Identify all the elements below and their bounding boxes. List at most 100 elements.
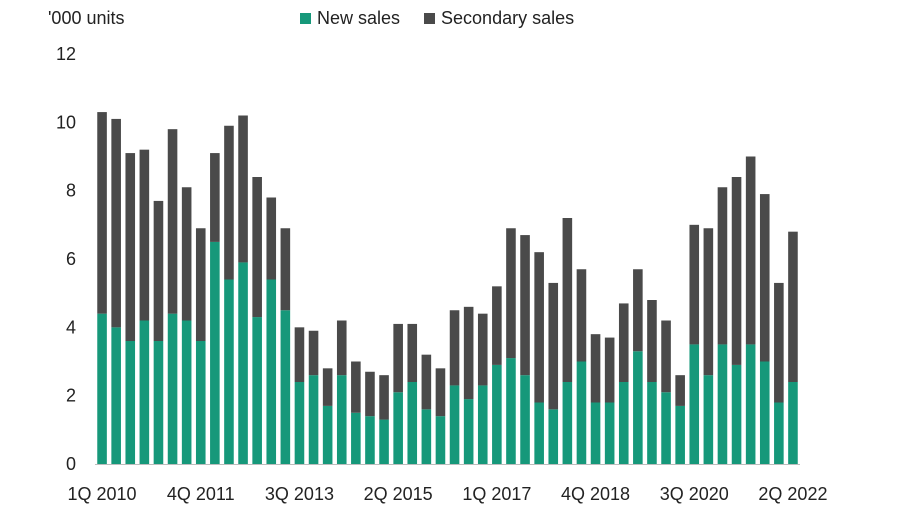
bar-new-sales <box>125 341 136 464</box>
bar-secondary-sales <box>759 194 770 362</box>
bar-new-sales <box>407 382 418 464</box>
bar-new-sales <box>477 385 488 464</box>
y-unit-label: '000 units <box>48 8 125 28</box>
bar-secondary-sales <box>604 337 615 403</box>
bar-secondary-sales <box>111 118 121 328</box>
legend-swatch-secondary-sales <box>424 13 436 24</box>
bar-new-sales <box>562 382 573 464</box>
bar-new-sales <box>153 341 164 464</box>
bar-secondary-sales <box>477 313 488 386</box>
bar-new-sales <box>195 341 206 464</box>
x-tick-label: 2Q 2022 <box>758 484 827 504</box>
y-tick-label: 8 <box>66 181 76 201</box>
bar-new-sales <box>745 344 756 464</box>
y-tick-label: 0 <box>66 454 76 474</box>
bar-new-sales <box>365 416 375 464</box>
bar-secondary-sales <box>280 228 291 311</box>
bar-new-sales <box>294 382 305 464</box>
bar-secondary-sales <box>421 354 432 410</box>
bar-secondary-sales <box>562 218 573 382</box>
bar-new-sales <box>238 262 248 464</box>
bar-new-sales <box>731 364 742 464</box>
bar-new-sales <box>675 405 685 464</box>
bar-new-sales <box>633 351 643 464</box>
bar-secondary-sales <box>548 282 559 410</box>
bar-secondary-sales <box>322 368 333 406</box>
bar-new-sales <box>252 317 262 464</box>
bar-secondary-sales <box>590 334 601 403</box>
bar-new-sales <box>576 361 587 464</box>
bar-new-sales <box>210 241 220 464</box>
bar-secondary-sales <box>224 125 234 280</box>
bar-new-sales <box>689 344 700 464</box>
legend: New sales Secondary sales <box>300 8 574 29</box>
bar-secondary-sales <box>633 269 643 352</box>
bar-new-sales <box>534 402 544 464</box>
bar-new-sales <box>111 327 121 464</box>
bar-secondary-sales <box>745 156 756 345</box>
bar-new-sales <box>506 358 516 464</box>
bar-new-sales <box>351 412 361 464</box>
bar-new-sales <box>492 364 502 464</box>
bar-new-sales <box>322 405 333 464</box>
bar-secondary-sales <box>210 153 220 242</box>
bar-secondary-sales <box>139 149 150 321</box>
bar-secondary-sales <box>435 368 446 417</box>
y-tick-label: 2 <box>66 386 76 406</box>
bar-secondary-sales <box>195 228 206 341</box>
y-tick-label: 6 <box>66 249 76 269</box>
bar-secondary-sales <box>238 115 248 263</box>
bar-secondary-sales <box>661 320 671 393</box>
x-tick-label: 3Q 2013 <box>265 484 334 504</box>
bar-secondary-sales <box>407 323 418 382</box>
bar-secondary-sales <box>294 327 305 382</box>
bar-new-sales <box>618 382 629 464</box>
bar-secondary-sales <box>520 235 530 376</box>
bar-new-sales <box>435 416 446 464</box>
bar-new-sales <box>266 279 277 464</box>
bar-secondary-sales <box>97 112 107 314</box>
bar-new-sales <box>167 313 178 464</box>
bar-new-sales <box>661 392 671 464</box>
bar-secondary-sales <box>689 224 700 345</box>
bar-secondary-sales <box>647 300 657 382</box>
bar-new-sales <box>393 392 403 464</box>
bar-new-sales <box>181 320 192 464</box>
bar-secondary-sales <box>506 228 516 359</box>
bar-new-sales <box>421 409 432 464</box>
bar-secondary-sales <box>534 252 544 403</box>
bar-secondary-sales <box>675 375 685 406</box>
bar-secondary-sales <box>125 153 136 341</box>
bar-secondary-sales <box>449 310 460 386</box>
bar-new-sales <box>379 419 389 464</box>
bar-new-sales <box>647 382 657 464</box>
bar-new-sales <box>336 375 347 464</box>
bar-secondary-sales <box>153 200 164 341</box>
y-tick-label: 10 <box>56 112 76 132</box>
bar-new-sales <box>139 320 150 464</box>
x-tick-label: 4Q 2011 <box>167 484 235 504</box>
legend-swatch-new-sales <box>300 13 311 24</box>
bar-secondary-sales <box>463 306 474 400</box>
y-tick-label: 4 <box>66 317 76 337</box>
legend-label-secondary-sales: Secondary sales <box>441 8 575 28</box>
bar-secondary-sales <box>717 187 728 345</box>
bar-new-sales <box>759 361 770 464</box>
bar-secondary-sales <box>351 361 361 413</box>
bar-new-sales <box>703 375 714 464</box>
bar-secondary-sales <box>492 286 502 365</box>
bar-secondary-sales <box>336 320 347 376</box>
y-tick-label: 12 <box>56 44 76 64</box>
bar-secondary-sales <box>774 282 784 403</box>
bar-new-sales <box>774 402 784 464</box>
legend-item-new-sales: New sales <box>300 8 400 29</box>
bar-new-sales <box>308 375 319 464</box>
bar-secondary-sales <box>703 228 714 376</box>
x-tick-label: 3Q 2020 <box>660 484 729 504</box>
bar-secondary-sales <box>167 129 178 314</box>
bar-new-sales <box>717 344 728 464</box>
x-tick-label: 1Q 2010 <box>68 484 137 504</box>
bar-secondary-sales <box>379 375 389 420</box>
bar-new-sales <box>590 402 601 464</box>
